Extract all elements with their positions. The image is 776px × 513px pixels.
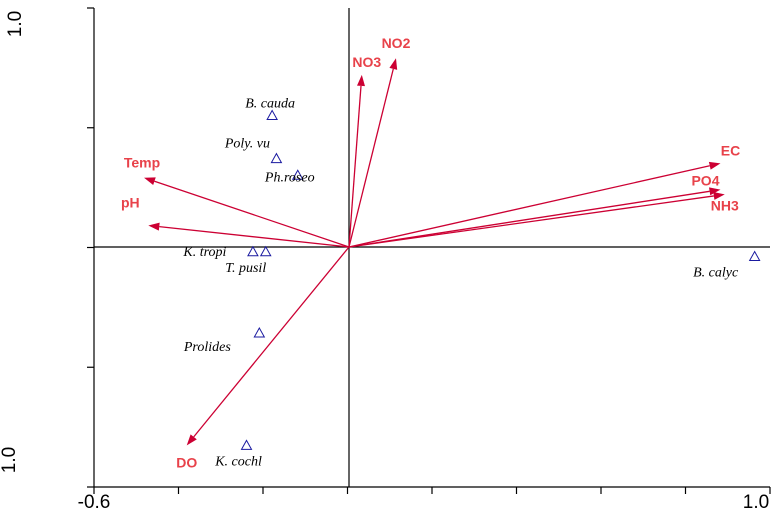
env-arrow-head bbox=[713, 191, 725, 200]
species-label: K. cochl bbox=[214, 454, 262, 469]
env-arrow bbox=[348, 68, 394, 248]
species-label: K. tropi bbox=[182, 245, 226, 260]
species-point bbox=[266, 109, 278, 121]
species-point bbox=[240, 439, 253, 450]
env-arrow bbox=[348, 85, 362, 248]
species-label: B. cauda bbox=[245, 97, 295, 112]
species-label: Prolides bbox=[183, 340, 231, 355]
species-point bbox=[291, 169, 304, 180]
x-tick-label-max: 1.0 bbox=[743, 492, 769, 513]
species-label: T. pusil bbox=[225, 261, 266, 276]
y-tick-label-bottom: 1.0 bbox=[0, 447, 20, 473]
env-arrow bbox=[159, 226, 350, 248]
x-tick-label-min: -0.6 bbox=[78, 492, 111, 513]
species-point bbox=[247, 245, 259, 257]
env-variable-label: DO bbox=[176, 454, 197, 470]
env-arrow bbox=[348, 195, 714, 248]
species-label: Ph.roseo bbox=[264, 170, 315, 185]
species-point bbox=[270, 152, 283, 164]
env-variable-label: PO4 bbox=[691, 173, 719, 189]
env-arrow-head bbox=[708, 161, 721, 170]
env-arrow bbox=[348, 190, 710, 248]
species-label: Poly. vu bbox=[224, 137, 270, 152]
env-variable-label: NO3 bbox=[352, 54, 381, 70]
y-tick-label-top: 1.0 bbox=[5, 11, 26, 37]
env-variable-label: Temp bbox=[124, 155, 160, 171]
species-point bbox=[259, 245, 272, 257]
species-point bbox=[253, 327, 266, 338]
env-arrow-head bbox=[144, 177, 156, 186]
species-point bbox=[748, 250, 761, 262]
env-arrow-head bbox=[389, 58, 398, 70]
env-variable-label: pH bbox=[121, 194, 140, 210]
env-arrow-head bbox=[186, 434, 197, 446]
env-variable-label: EC bbox=[721, 142, 740, 158]
env-arrow bbox=[348, 165, 710, 248]
env-arrow bbox=[193, 246, 350, 438]
env-arrow bbox=[154, 180, 350, 248]
env-variable-label: NO2 bbox=[382, 35, 411, 51]
species-label: B. calyc bbox=[693, 266, 739, 281]
env-arrow-head bbox=[709, 187, 721, 196]
env-variable-label: NH3 bbox=[711, 197, 739, 213]
env-arrow-head bbox=[148, 222, 160, 231]
env-arrow-head bbox=[357, 74, 365, 87]
